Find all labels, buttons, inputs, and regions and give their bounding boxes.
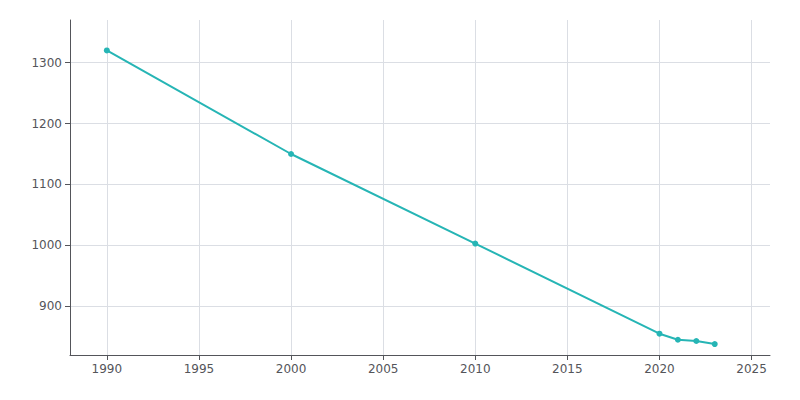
svg-text:2025: 2025: [736, 362, 767, 376]
svg-text:1300: 1300: [31, 56, 62, 70]
svg-text:2000: 2000: [276, 362, 307, 376]
svg-text:1995: 1995: [184, 362, 215, 376]
svg-text:1100: 1100: [31, 177, 62, 191]
svg-text:1200: 1200: [31, 117, 62, 131]
svg-text:1000: 1000: [31, 238, 62, 252]
svg-text:1990: 1990: [92, 362, 123, 376]
svg-text:900: 900: [39, 299, 62, 313]
svg-text:2015: 2015: [552, 362, 583, 376]
svg-text:2020: 2020: [644, 362, 675, 376]
svg-text:2005: 2005: [368, 362, 399, 376]
svg-text:2010: 2010: [460, 362, 491, 376]
